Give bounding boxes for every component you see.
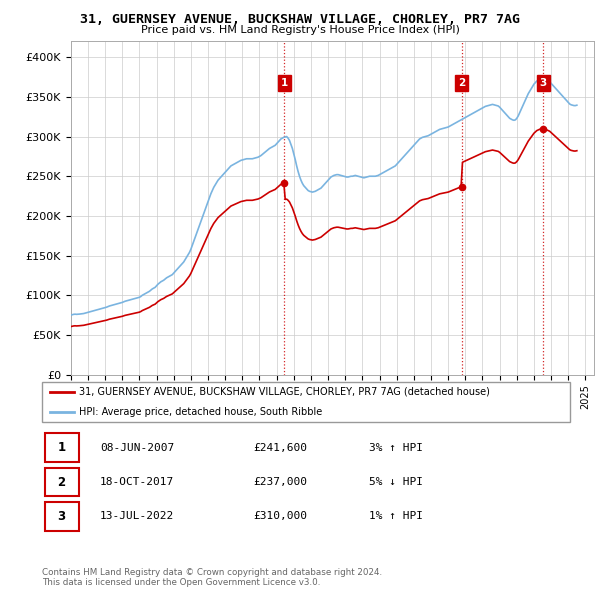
Text: 3: 3 — [58, 510, 65, 523]
FancyBboxPatch shape — [44, 502, 79, 530]
FancyBboxPatch shape — [44, 434, 79, 462]
Text: 18-OCT-2017: 18-OCT-2017 — [100, 477, 175, 487]
Text: 08-JUN-2007: 08-JUN-2007 — [100, 443, 175, 453]
Text: 2: 2 — [58, 476, 65, 489]
Text: 13-JUL-2022: 13-JUL-2022 — [100, 512, 175, 521]
Text: Contains HM Land Registry data © Crown copyright and database right 2024.
This d: Contains HM Land Registry data © Crown c… — [42, 568, 382, 587]
FancyBboxPatch shape — [44, 468, 79, 496]
Text: 1% ↑ HPI: 1% ↑ HPI — [370, 512, 424, 521]
Text: £241,600: £241,600 — [253, 443, 307, 453]
Text: 1: 1 — [281, 78, 288, 88]
Text: £237,000: £237,000 — [253, 477, 307, 487]
Text: Price paid vs. HM Land Registry's House Price Index (HPI): Price paid vs. HM Land Registry's House … — [140, 25, 460, 35]
Text: 2: 2 — [458, 78, 466, 88]
Text: 3: 3 — [539, 78, 547, 88]
Text: £310,000: £310,000 — [253, 512, 307, 521]
Text: 5% ↓ HPI: 5% ↓ HPI — [370, 477, 424, 487]
Text: 31, GUERNSEY AVENUE, BUCKSHAW VILLAGE, CHORLEY, PR7 7AG (detached house): 31, GUERNSEY AVENUE, BUCKSHAW VILLAGE, C… — [79, 387, 490, 396]
FancyBboxPatch shape — [42, 382, 570, 422]
Text: 3% ↑ HPI: 3% ↑ HPI — [370, 443, 424, 453]
Text: 31, GUERNSEY AVENUE, BUCKSHAW VILLAGE, CHORLEY, PR7 7AG: 31, GUERNSEY AVENUE, BUCKSHAW VILLAGE, C… — [80, 13, 520, 26]
Text: HPI: Average price, detached house, South Ribble: HPI: Average price, detached house, Sout… — [79, 407, 322, 417]
Text: 1: 1 — [58, 441, 65, 454]
